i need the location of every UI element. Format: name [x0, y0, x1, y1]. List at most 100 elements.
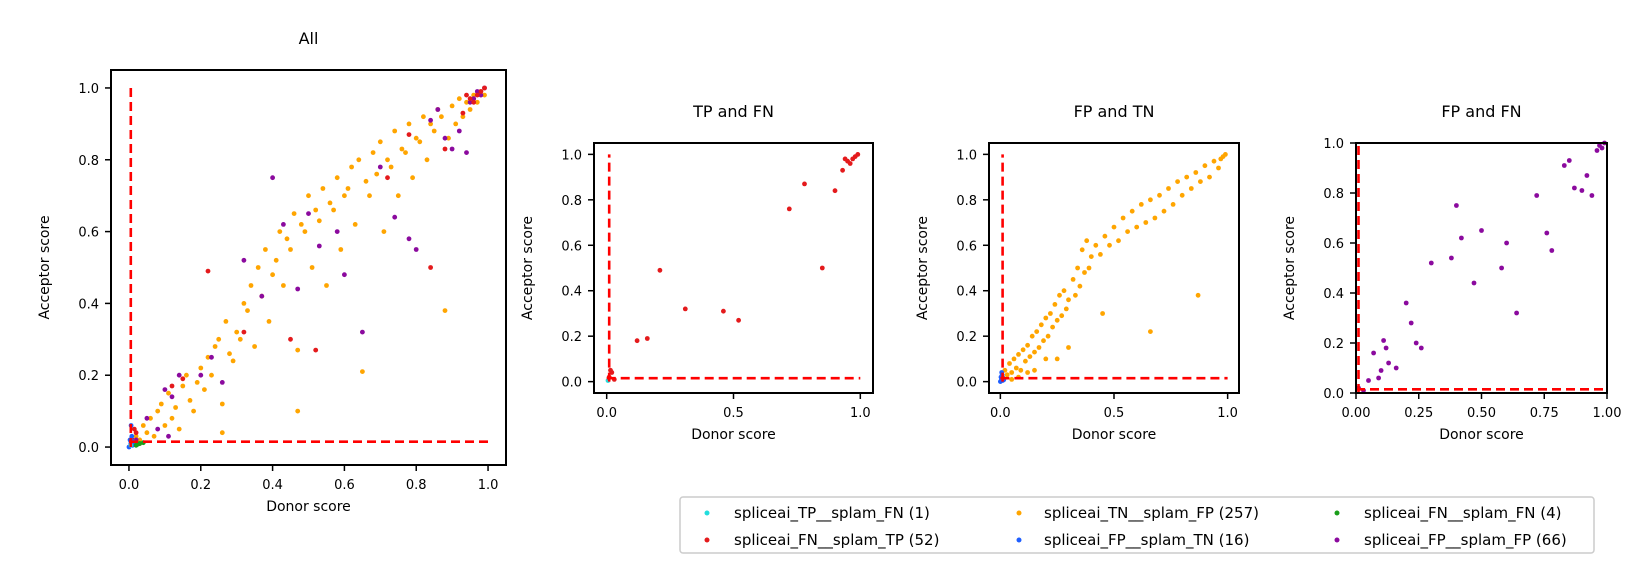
data-point: [467, 96, 473, 102]
data-point: [281, 222, 286, 227]
data-point: [223, 319, 229, 324]
data-point: [219, 430, 225, 436]
data-point: [295, 408, 301, 414]
data-point: [1534, 193, 1540, 198]
data-point: [413, 247, 419, 252]
data-point: [1025, 370, 1030, 375]
x-tick-label: 0.8: [406, 478, 427, 493]
y-tick-label: 0.2: [956, 330, 977, 345]
data-point: [634, 338, 640, 344]
data-point: [1050, 324, 1055, 330]
data-point: [1499, 265, 1504, 271]
y-tick-label: 1.0: [1323, 137, 1344, 152]
y-tick-label: 0.6: [1323, 237, 1344, 252]
legend-marker: [1334, 537, 1340, 543]
x-tick-label: 0.75: [1530, 406, 1559, 421]
data-point: [388, 164, 394, 170]
data-point: [248, 283, 254, 288]
data-point: [320, 186, 326, 191]
x-axis-label: Donor score: [1439, 427, 1524, 443]
data-point: [288, 247, 293, 252]
data-point: [1004, 372, 1010, 378]
data-point: [349, 164, 354, 170]
y-tick-label: 0.8: [956, 194, 977, 209]
data-point: [1216, 165, 1221, 171]
data-point: [234, 329, 240, 335]
y-tick-label: 0.4: [78, 297, 99, 312]
data-point: [241, 329, 247, 335]
data-point: [360, 329, 365, 335]
data-point: [1566, 158, 1572, 163]
data-point: [1075, 265, 1080, 271]
data-point: [166, 390, 171, 396]
data-point: [1041, 338, 1046, 344]
data-point: [144, 430, 150, 436]
data-point: [1093, 242, 1099, 248]
y-tick-label: 0.8: [78, 154, 99, 169]
data-point: [1202, 163, 1208, 169]
data-point: [435, 107, 441, 112]
data-point: [352, 222, 358, 227]
legend-marker: [1016, 510, 1022, 516]
data-point: [252, 344, 257, 349]
legend-marker: [1016, 537, 1022, 543]
data-point: [324, 283, 329, 288]
x-tick-label: 1.0: [1217, 406, 1238, 421]
data-point: [1023, 358, 1028, 364]
data-point: [1043, 356, 1049, 362]
data-point: [216, 336, 222, 342]
data-point: [313, 207, 319, 213]
data-point: [1143, 220, 1149, 225]
data-point: [608, 367, 613, 373]
data-point: [151, 433, 157, 439]
data-point: [1175, 179, 1180, 185]
data-point: [657, 267, 663, 273]
data-point: [338, 247, 344, 252]
data-point: [847, 161, 853, 166]
data-point: [1572, 185, 1577, 191]
data-point: [385, 157, 390, 163]
data-point: [313, 347, 319, 353]
plot-frame: [110, 69, 507, 466]
data-point: [428, 121, 433, 127]
data-point: [1381, 338, 1386, 343]
data-point: [478, 89, 484, 94]
data-point: [424, 157, 430, 163]
data-point: [1061, 288, 1067, 294]
data-point: [446, 135, 451, 141]
data-point: [1584, 173, 1590, 178]
data-point: [413, 135, 419, 141]
scatter-panels: 0.0 0.2 0.4 0.6 0.8 1.0 0.0 0.2 0.4 0.6 0.8 1.0 All D…: [37, 29, 1621, 515]
data-point: [460, 110, 466, 116]
data-point: [1107, 242, 1112, 248]
data-point: [131, 426, 137, 432]
data-point: [1059, 313, 1065, 319]
y-tick-label: 0.4: [561, 285, 582, 300]
y-tick-label: 0.6: [956, 239, 977, 254]
data-point: [180, 383, 186, 389]
data-point: [395, 193, 401, 199]
y-tick-label: 0.0: [1323, 387, 1344, 402]
data-point: [1048, 311, 1053, 316]
data-point: [467, 99, 473, 105]
data-point: [478, 92, 484, 98]
data-point: [191, 408, 197, 414]
data-point: [1378, 368, 1384, 373]
data-point: [295, 286, 301, 292]
data-point: [1589, 193, 1595, 198]
data-point: [270, 272, 275, 278]
legend-label: spliceai_FN__splam_TP (52): [734, 531, 939, 550]
scatter-panel: 0.0 0.5 1.0 0.0 0.2 0.4 0.6 0.8 1.0 TP and FN Dono…: [520, 102, 874, 443]
data-point: [1148, 329, 1153, 334]
data-point: [431, 128, 437, 134]
data-point: [392, 214, 398, 220]
data-point: [1102, 233, 1108, 239]
data-point: [1366, 378, 1371, 383]
data-point: [327, 200, 333, 206]
data-point: [403, 150, 408, 156]
data-point: [259, 293, 265, 299]
data-point: [1018, 367, 1024, 373]
data-point: [453, 121, 459, 127]
data-point: [736, 317, 741, 323]
data-point: [205, 268, 211, 274]
